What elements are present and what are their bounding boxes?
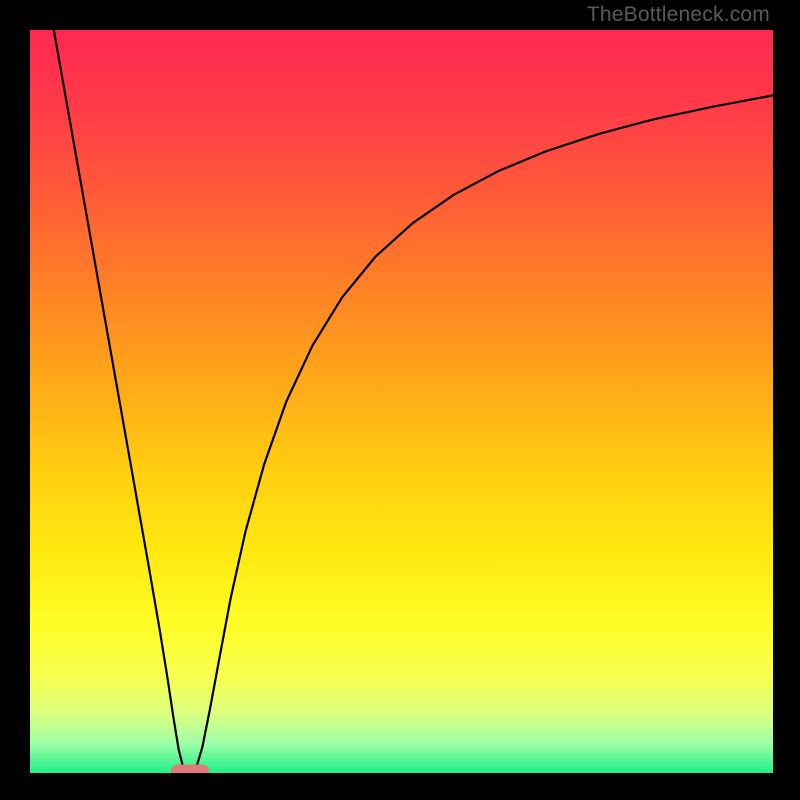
curve-svg	[30, 30, 773, 773]
bottleneck-curve	[54, 30, 773, 772]
chart-canvas: { "chart": { "type": "line", "source_wat…	[0, 0, 800, 800]
source-watermark: TheBottleneck.com	[587, 3, 770, 27]
plot-area	[30, 30, 773, 773]
optimal-marker	[171, 764, 209, 773]
